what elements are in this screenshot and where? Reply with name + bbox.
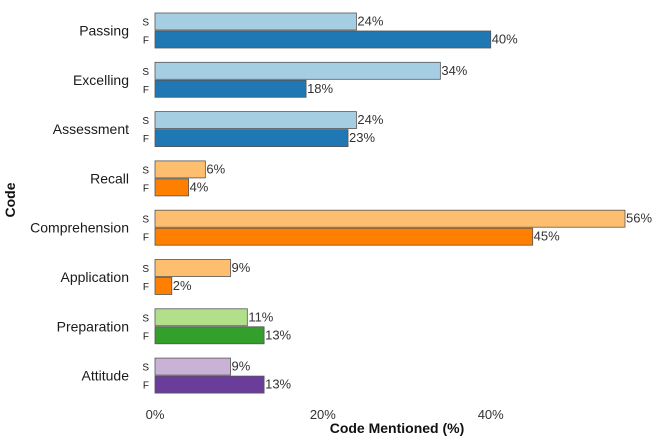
- bar-f-passing: [154, 30, 492, 49]
- series-label-f: F: [143, 331, 149, 342]
- bar-group-excelling: Excelling SF 34% 18%: [73, 61, 468, 98]
- bar-group-passing: Passing SF 24% 40%: [79, 12, 518, 49]
- y-axis-title: Code: [2, 182, 18, 217]
- category-label: Attitude: [82, 368, 130, 384]
- series-label-s: S: [142, 18, 149, 29]
- y-axis-title-group: Code: [2, 182, 18, 217]
- bar-s-application: [154, 259, 231, 277]
- bar-f-attitude: [154, 375, 265, 394]
- category-label: Passing: [79, 23, 129, 39]
- series-label-s: S: [142, 363, 149, 374]
- bar-group-application: Application SF 9% 2%: [61, 259, 251, 295]
- bar-s-assessment: [154, 111, 357, 129]
- bar-f-recall: [154, 178, 189, 197]
- x-tick-label: 20%: [310, 407, 336, 422]
- bar-group-preparation: Preparation SF 11% 13%: [57, 308, 292, 345]
- bar-s-comprehension: [154, 209, 626, 228]
- bar-s-excelling: [154, 61, 441, 80]
- bar-s-preparation: [154, 308, 248, 327]
- category-label: Assessment: [53, 121, 129, 137]
- value-label-s: 24%: [357, 14, 383, 29]
- bar-f-comprehension: [154, 227, 534, 246]
- bar-f-excelling: [154, 79, 307, 98]
- series-label-f: F: [143, 85, 149, 96]
- value-label-s: 34%: [441, 63, 467, 78]
- value-label-s: 56%: [626, 211, 652, 226]
- series-label-f: F: [143, 233, 149, 244]
- category-label: Preparation: [57, 318, 129, 334]
- bar-group-attitude: Attitude SF 9% 13%: [82, 357, 292, 394]
- series-label-s: S: [142, 313, 149, 324]
- value-label-f: 18%: [307, 81, 333, 96]
- series-label-f: F: [143, 183, 149, 194]
- value-label-s: 11%: [248, 309, 273, 324]
- value-label-f: 4%: [190, 179, 209, 194]
- bar-f-application: [154, 277, 173, 295]
- category-label: Excelling: [73, 72, 129, 88]
- value-label-f: 23%: [349, 130, 375, 145]
- value-label-f: 2%: [173, 278, 192, 293]
- bar-f-preparation: [154, 326, 265, 345]
- x-tick-label: 0%: [146, 407, 165, 422]
- value-label-s: 24%: [357, 112, 383, 127]
- series-label-f: F: [143, 381, 149, 392]
- value-label-f: 40%: [492, 32, 518, 47]
- series-label-s: S: [142, 264, 149, 275]
- value-label-f: 13%: [265, 327, 291, 342]
- series-label-s: S: [142, 116, 149, 127]
- x-axis-title: Code Mentioned (%): [330, 420, 465, 436]
- series-label-s: S: [142, 215, 149, 226]
- bar-group-comprehension: Comprehension SF 56% 45%: [30, 209, 652, 246]
- series-label-s: S: [142, 165, 149, 176]
- category-label: Application: [61, 269, 130, 285]
- bar-s-passing: [154, 12, 357, 31]
- x-tick-label: 40%: [478, 407, 504, 422]
- series-label-s: S: [142, 67, 149, 78]
- value-label-s: 6%: [206, 161, 225, 176]
- bar-group-assessment: Assessment SF 24% 23%: [53, 111, 384, 148]
- value-label-f: 13%: [265, 377, 291, 392]
- value-label-s: 9%: [232, 260, 251, 275]
- bar-f-assessment: [154, 129, 349, 148]
- series-label-f: F: [143, 282, 149, 293]
- value-label-s: 9%: [232, 359, 251, 374]
- bar-s-attitude: [154, 357, 231, 376]
- x-axis-group: 0% 20% 40% Code Mentioned (%): [146, 407, 505, 436]
- value-label-f: 45%: [534, 229, 560, 244]
- series-label-f: F: [143, 36, 149, 47]
- category-label: Comprehension: [30, 220, 129, 236]
- bar-s-recall: [154, 160, 206, 179]
- series-label-f: F: [143, 134, 149, 145]
- category-label: Recall: [90, 170, 129, 186]
- bar-group-recall: Recall SF 6% 4%: [90, 160, 226, 197]
